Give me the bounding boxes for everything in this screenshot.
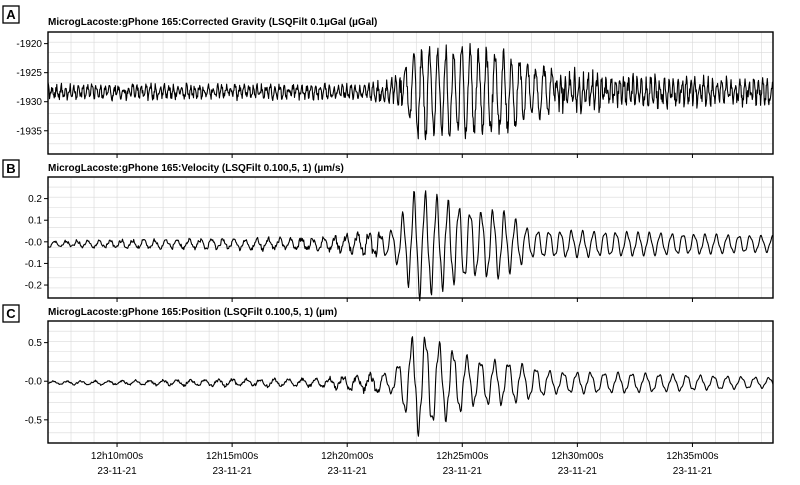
plot-frame <box>47 31 774 155</box>
y-tick-label: -0.2 <box>25 281 43 292</box>
x-tick-date: 23-11-21 <box>443 466 483 477</box>
panel-a: A MicrogLacoste:gPhone 165:Corrected Grav… <box>2 5 774 158</box>
y-tick-label: -1935 <box>16 126 42 137</box>
panel-title: MicrogLacoste:gPhone 165:Velocity (LSQFi… <box>48 163 344 174</box>
panel-label: B <box>6 161 15 176</box>
grid <box>47 177 773 298</box>
panel-label-box <box>2 5 20 24</box>
series-line <box>47 190 774 302</box>
plot-frame <box>47 176 774 299</box>
x-tick-label: 12h15m00s <box>206 451 258 462</box>
y-tick-label: -0.5 <box>25 415 43 426</box>
x-tick-date: 23-11-21 <box>212 466 252 477</box>
y-tick-label: -1920 <box>16 39 42 50</box>
y-tick-label: 0.1 <box>28 216 42 227</box>
y-tick-label: -0.1 <box>25 259 43 270</box>
x-tick-date: 23-11-21 <box>558 466 598 477</box>
panel-label: C <box>6 306 16 321</box>
panel-title: MicrogLacoste:gPhone 165:Position (LSQFi… <box>48 307 337 318</box>
series-line <box>47 336 774 437</box>
x-tick-date: 23-11-21 <box>97 466 137 477</box>
x-tick-label: 12h30m00s <box>551 451 603 462</box>
panel-label: A <box>6 7 16 22</box>
y-tick-label: 0.2 <box>28 194 42 205</box>
panel-title: MicrogLacoste:gPhone 165:Corrected Gravi… <box>48 17 377 28</box>
y-tick-label: -0.0 <box>25 377 43 388</box>
x-tick-label: 12h25m00s <box>436 451 488 462</box>
x-tick-label: 12h35m00s <box>666 451 718 462</box>
y-tick-label: -1930 <box>16 97 42 108</box>
plot-frame <box>47 320 774 444</box>
grid <box>47 321 773 443</box>
panel-b: B MicrogLacoste:gPhone 165:Velocity (LSQF… <box>2 159 774 302</box>
panel-c: C MicrogLacoste:gPhone 165:Position (LSQF… <box>2 304 774 447</box>
x-tick-date: 23-11-21 <box>328 466 368 477</box>
x-axis: 12h10m00s 23-11-21 12h15m00s 23-11-21 12h20m… <box>91 451 719 477</box>
y-tick-label: -1925 <box>16 68 42 79</box>
panel-label-box <box>2 159 20 178</box>
y-tick-label: -0.0 <box>25 237 43 248</box>
x-tick-date: 23-11-21 <box>673 466 713 477</box>
panel-label-box <box>2 304 20 323</box>
y-tick-label: 0.5 <box>28 338 42 349</box>
x-tick-label: 12h20m00s <box>321 451 373 462</box>
series-line <box>47 42 774 141</box>
x-tick-label: 12h10m00s <box>91 451 143 462</box>
